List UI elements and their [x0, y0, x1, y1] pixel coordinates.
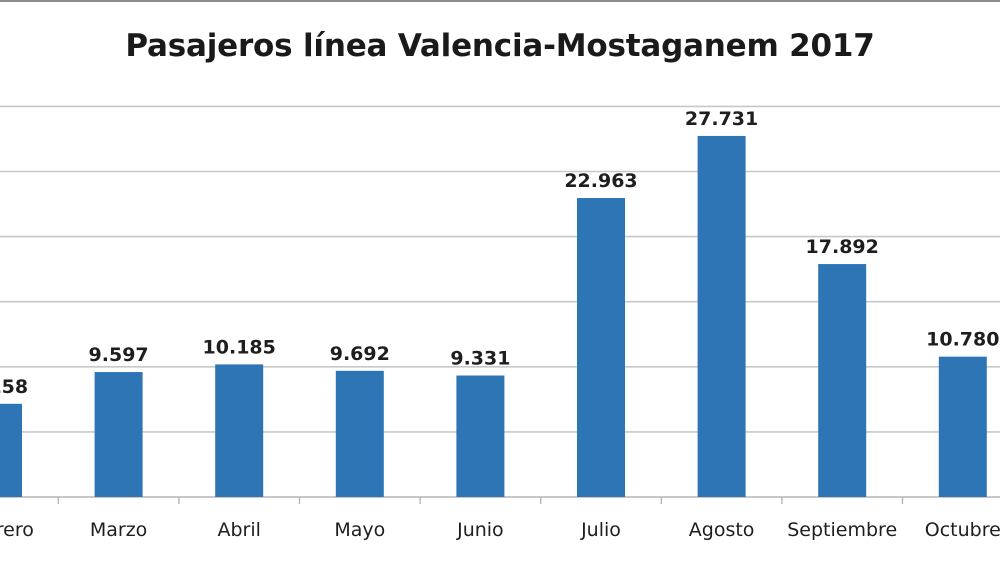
data-label: 9.597 [89, 344, 149, 366]
data-label: 9.331 [450, 348, 510, 370]
bar-octubre [938, 356, 987, 497]
bar-febrero [0, 403, 22, 497]
bar-marzo [94, 372, 143, 497]
x-tick-label: Junio [456, 519, 504, 541]
x-tick-label: Agosto [689, 519, 755, 541]
data-label: 22.963 [564, 170, 637, 192]
data-label: 27.731 [685, 108, 758, 130]
x-tick-label: Septiembre [787, 519, 897, 541]
x-tick-label: Mayo [334, 519, 385, 541]
x-tick-label: Marzo [90, 519, 147, 541]
bar-julio [577, 198, 625, 498]
chart-title: Pasajeros línea Valencia-Mostaganem 2017 [125, 28, 875, 64]
bar-mayo [335, 370, 384, 497]
data-label: 10.185 [203, 336, 276, 358]
data-label: 7.158 [0, 376, 28, 398]
bar-junio [456, 375, 505, 497]
x-tick-label: Octubre [925, 519, 1000, 541]
x-tick-label: Abril [217, 519, 260, 541]
bar-abril [215, 364, 264, 497]
bar-septiembre [818, 264, 867, 497]
bar-agosto [697, 135, 746, 497]
data-label: 17.892 [806, 236, 879, 258]
data-label: 9.692 [330, 343, 390, 365]
x-tick-label: Julio [580, 519, 621, 541]
x-tick-label: Febrero [0, 519, 34, 541]
data-label: 10.780 [926, 329, 999, 351]
